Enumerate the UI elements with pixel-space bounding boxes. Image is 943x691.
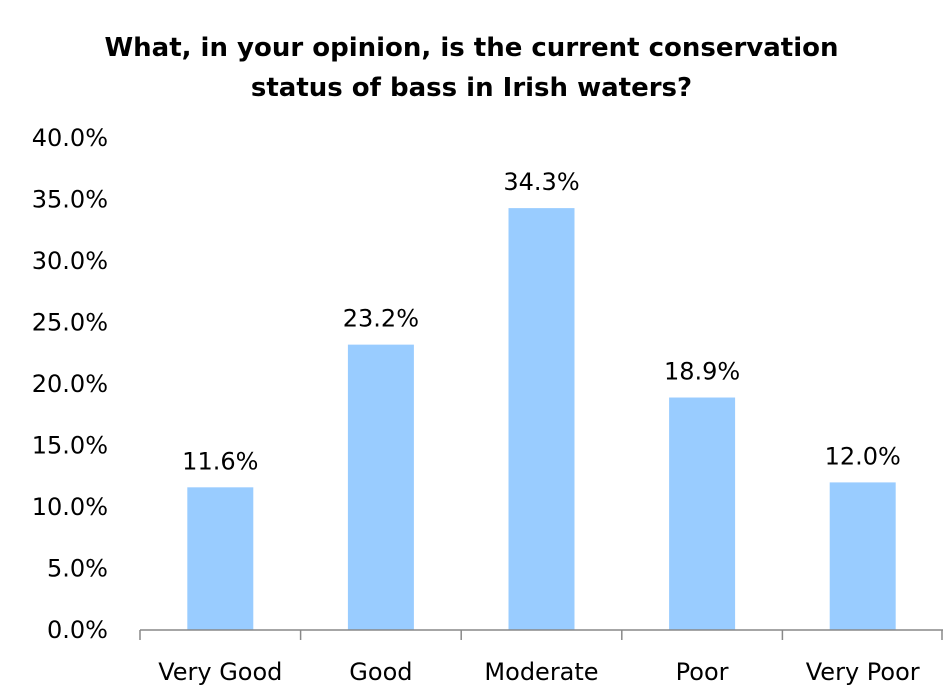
bar	[829, 482, 896, 630]
y-tick-label: 30.0%	[32, 247, 108, 275]
bar	[187, 487, 254, 630]
x-axis	[139, 629, 943, 640]
x-tick-label: Good	[349, 658, 412, 686]
data-label: 18.9%	[664, 358, 740, 386]
y-tick-label: 20.0%	[32, 370, 108, 398]
bar	[669, 397, 736, 630]
data-label: 23.2%	[343, 305, 419, 333]
data-label: 34.3%	[503, 168, 579, 196]
chart-title-line-2: status of bass in Irish waters?	[250, 73, 693, 103]
y-axis-labels: 0.0% 5.0% 10.0% 15.0% 20.0% 25.0% 30.0% 35.0% 40…	[32, 124, 108, 644]
y-tick-label: 40.0%	[32, 124, 108, 152]
x-axis-labels: Very Good Good Moderate Poor Very Poor	[158, 658, 920, 686]
bar	[347, 344, 414, 630]
chart-title: What, in your opinion, is the current co…	[0, 28, 943, 108]
y-tick-label: 25.0%	[32, 309, 108, 337]
x-tick-label: Very Poor	[806, 658, 920, 686]
y-tick-label: 5.0%	[47, 555, 108, 583]
x-tick-label: Poor	[676, 658, 729, 686]
bar	[508, 208, 575, 631]
data-label: 11.6%	[182, 447, 258, 475]
chart-title-line-1: What, in your opinion, is the current co…	[104, 33, 839, 63]
data-labels: 11.6% 23.2% 34.3% 18.9% 12.0%	[182, 168, 901, 475]
data-label: 12.0%	[825, 442, 901, 470]
x-tick-label: Very Good	[158, 658, 282, 686]
y-tick-label: 35.0%	[32, 186, 108, 214]
y-tick-label: 15.0%	[32, 432, 108, 460]
x-tick-label: Moderate	[484, 658, 598, 686]
y-tick-label: 10.0%	[32, 493, 108, 521]
y-tick-label: 0.0%	[47, 616, 108, 644]
bars	[187, 208, 896, 631]
